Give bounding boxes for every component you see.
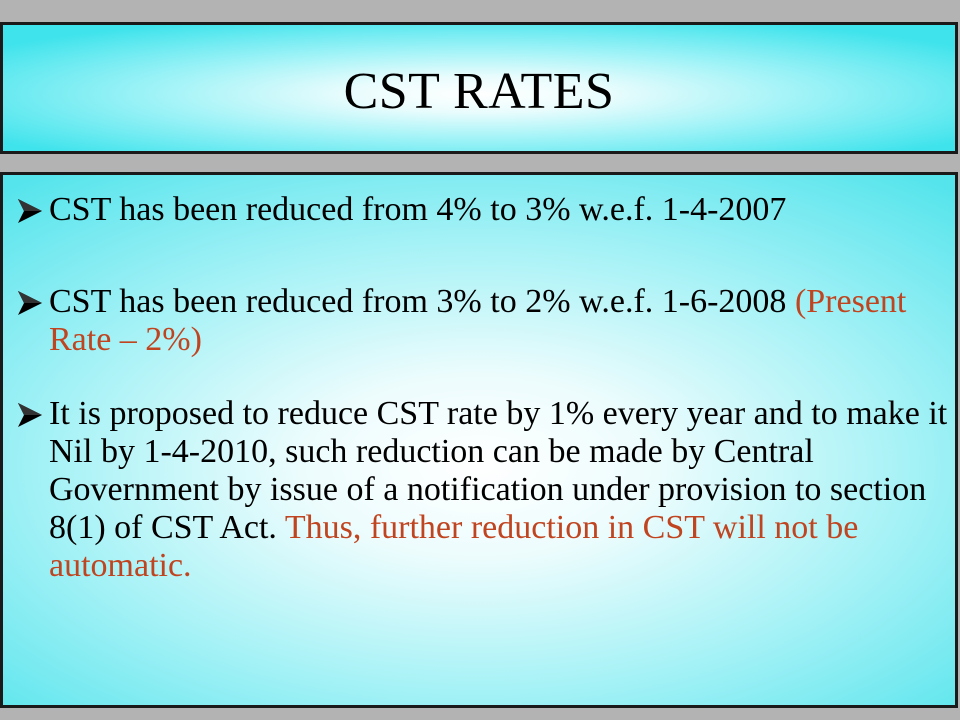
content-panel: CST has been reduced from 4% to 3% w.e.f… <box>0 172 958 708</box>
arrow-bullet-icon <box>18 403 42 427</box>
slide-title: CST RATES <box>343 62 615 120</box>
bullet-item: It is proposed to reduce CST rate by 1% … <box>3 395 949 585</box>
bullet-highlight: (Present Rate – 2%) <box>49 283 907 358</box>
bullet-highlight: Thus, further reduction in CST will not … <box>49 509 859 584</box>
bullet-text: It is proposed to reduce CST rate by 1% … <box>49 395 948 546</box>
bullet-item: CST has been reduced from 4% to 3% w.e.f… <box>3 191 949 229</box>
bullet-text: CST has been reduced from 3% to 2% w.e.f… <box>49 283 795 320</box>
title-banner: CST RATES <box>0 22 958 154</box>
arrow-bullet-icon <box>18 199 42 223</box>
bullet-text: CST has been reduced from 4% to 3% w.e.f… <box>49 191 787 228</box>
bullet-item: CST has been reduced from 3% to 2% w.e.f… <box>3 283 949 359</box>
arrow-bullet-icon <box>18 291 42 315</box>
